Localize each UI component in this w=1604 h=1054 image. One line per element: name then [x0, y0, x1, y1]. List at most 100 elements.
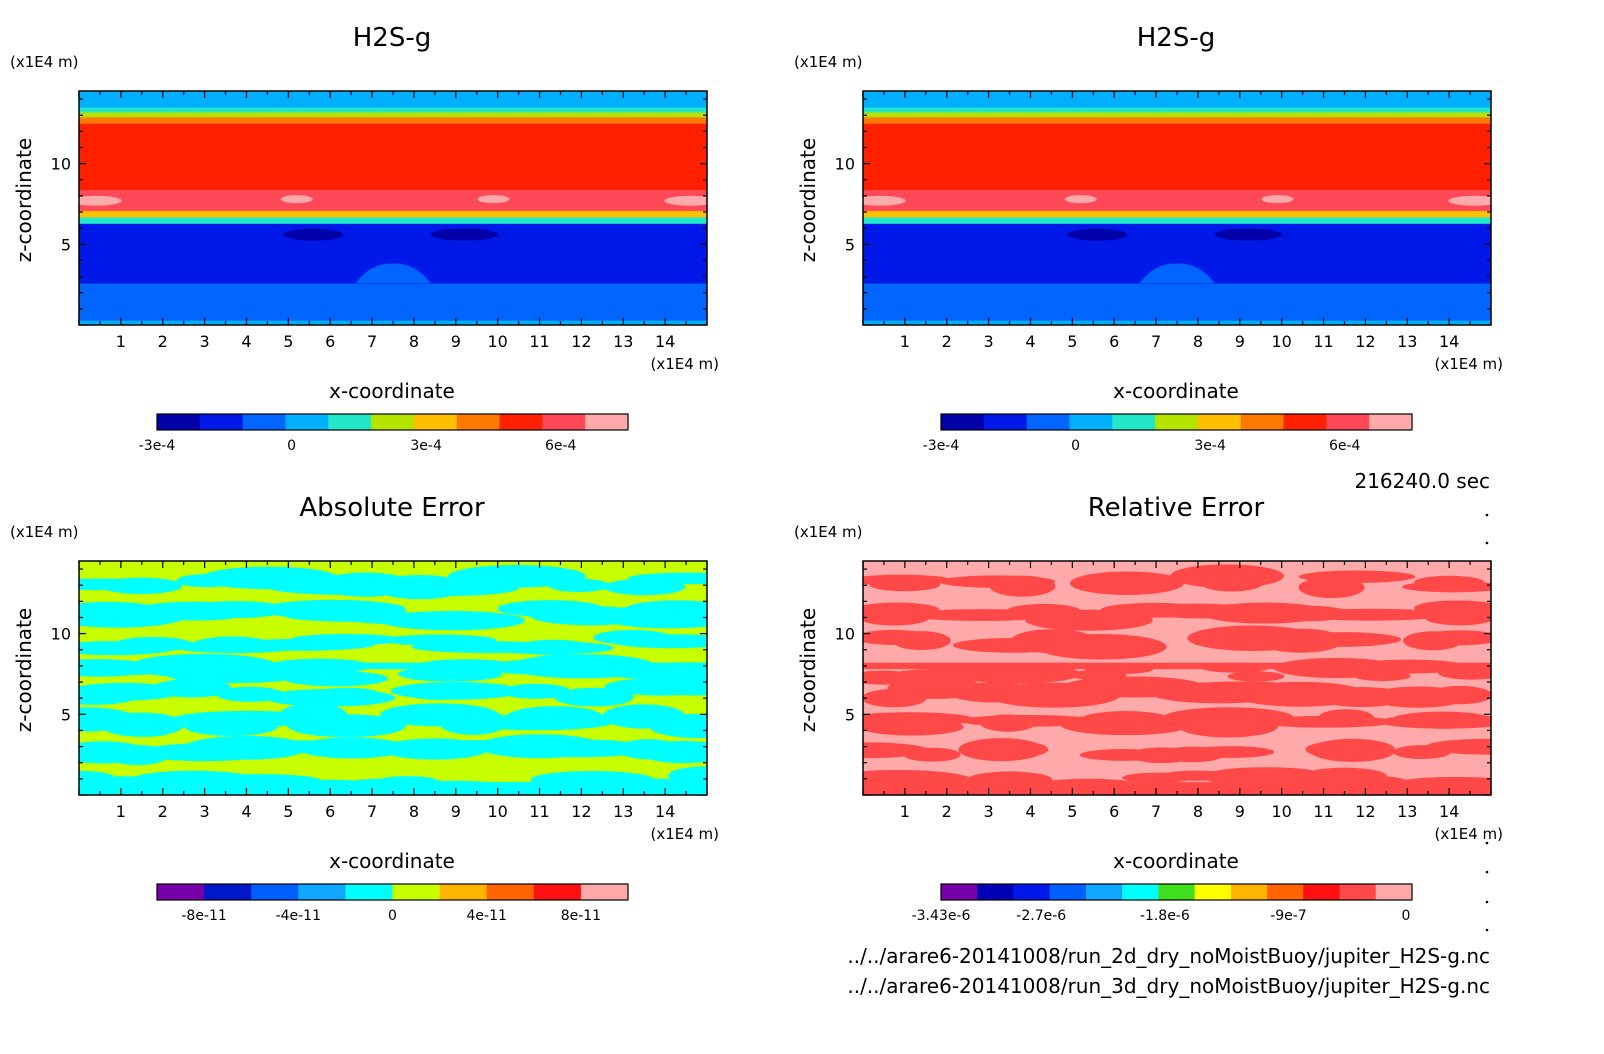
x-axis-label: x-coordinate: [1113, 849, 1239, 873]
y-unit-label: (x1E4 m): [10, 523, 79, 541]
y-tick-label: 10: [51, 155, 71, 174]
x-tick-label: 10: [487, 802, 507, 821]
contour-blob: [1201, 602, 1329, 624]
x-tick-label: 14: [1439, 802, 1459, 821]
contour-field: [79, 91, 707, 325]
colorbar-tick-label: -3e-4: [923, 438, 960, 454]
x-tick-label: 1: [116, 802, 126, 821]
contour-blob: [1187, 625, 1318, 651]
colorbar-tick-label: 3e-4: [1194, 438, 1226, 454]
contour-band: [79, 91, 707, 108]
colorbar-swatch: [1085, 884, 1123, 900]
file-path: ../../arare6-20141008/run_3d_dry_noMoist…: [847, 974, 1490, 998]
x-tick-label: 11: [1313, 332, 1333, 351]
colorbar-swatch: [1026, 414, 1070, 430]
contour-blob: [1390, 711, 1491, 729]
contour-blob: [516, 739, 648, 758]
contour-blob: [648, 713, 707, 739]
contour-band: [79, 116, 707, 124]
contour-blob: [515, 639, 593, 656]
colorbar-swatch: [1112, 414, 1156, 430]
x-tick-label: 7: [1151, 802, 1161, 821]
colorbar-tick-label: 0: [388, 908, 397, 924]
colorbar-swatch: [1303, 884, 1341, 900]
contour-band: [79, 107, 707, 113]
contour-blob: [1227, 671, 1285, 682]
colorbar-swatch: [1369, 414, 1413, 430]
contour-patch: [280, 195, 313, 204]
y-axis-label: z-coordinate: [796, 138, 820, 262]
colorbar-tick-label: -3.43e-6: [912, 908, 971, 924]
contour-band: [863, 210, 1491, 218]
x-tick-label: 7: [1151, 332, 1161, 351]
contour-blob: [1420, 630, 1491, 646]
contour-blob: [79, 578, 159, 591]
colorbar-swatch: [1267, 884, 1304, 900]
colorbar: -3e-4 0 3e-4 6e-4: [139, 413, 629, 454]
contour-patch: [1064, 195, 1097, 204]
x-tick-label: 11: [529, 332, 549, 351]
y-unit-label: (x1E4 m): [794, 523, 863, 541]
contour-blob: [863, 574, 952, 586]
x-tick-label: 4: [241, 332, 251, 351]
x-tick-label: 10: [1271, 802, 1291, 821]
contour-blob: [863, 609, 930, 626]
contour-blob: [1280, 632, 1402, 647]
contour-strip: [79, 662, 707, 670]
contour-blob: [958, 738, 1045, 762]
contour-patch: [1448, 195, 1491, 206]
contour-strip: [79, 782, 707, 795]
colorbar-swatch: [941, 884, 978, 900]
colorbar-swatch: [157, 884, 205, 900]
y-tick-label: 10: [51, 625, 71, 644]
colorbar-frame: [156, 883, 629, 901]
contour-blob: [863, 630, 934, 645]
contour-blob: [952, 637, 1074, 653]
panel-title: H2S-g: [353, 23, 431, 53]
dot-mark: [1485, 870, 1489, 874]
colorbar-swatch: [533, 884, 582, 900]
contour-band: [863, 189, 1491, 211]
colorbar-tick-label: -3e-4: [139, 438, 176, 454]
colorbar-swatch: [1158, 884, 1196, 900]
contour-blob: [1437, 665, 1491, 680]
colorbar-tick-label: -2.7e-6: [1016, 908, 1066, 924]
x-unit-label: (x1E4 m): [1434, 825, 1503, 843]
x-tick-label: 14: [1439, 332, 1459, 351]
x-tick-label: 7: [367, 802, 377, 821]
contour-blob: [1318, 709, 1375, 727]
colorbar-frame: [940, 413, 1413, 431]
x-tick-label: 8: [1193, 332, 1203, 351]
contour-blob: [283, 670, 388, 687]
colorbar-swatch: [1049, 884, 1087, 900]
contour-band: [863, 91, 1491, 108]
colorbar-tick-label: -1.8e-6: [1140, 908, 1190, 924]
colorbar-swatch: [371, 414, 415, 430]
contour-band: [79, 111, 707, 118]
panel-title: Absolute Error: [299, 493, 485, 523]
contour-band: [863, 216, 1491, 224]
contour-band: [79, 123, 707, 190]
colorbar-frame: [940, 883, 1413, 901]
contour-blob: [638, 740, 707, 764]
contour-blob: [507, 706, 603, 727]
contour-blob: [1425, 738, 1491, 755]
contour-blob: [152, 678, 232, 698]
colorbar-swatch: [345, 884, 393, 900]
x-tick-label: 13: [1397, 332, 1417, 351]
contour-blob: [1070, 571, 1184, 595]
colorbar-tick-label: -9e-7: [1270, 908, 1307, 924]
contour-blob: [193, 636, 271, 652]
contour-blob: [267, 578, 416, 595]
contour-blob: [668, 766, 707, 785]
contour-blob: [379, 610, 526, 631]
colorbar-swatch: [1194, 884, 1232, 900]
contour-field: [863, 561, 1491, 795]
colorbar-tick-label: 6e-4: [1329, 438, 1361, 454]
colorbar-swatch: [298, 884, 346, 900]
contour-patch: [283, 228, 344, 241]
x-tick-label: 3: [200, 802, 210, 821]
contour-strip: [863, 662, 1491, 670]
x-tick-label: 11: [529, 802, 549, 821]
contour-blob: [79, 707, 138, 732]
